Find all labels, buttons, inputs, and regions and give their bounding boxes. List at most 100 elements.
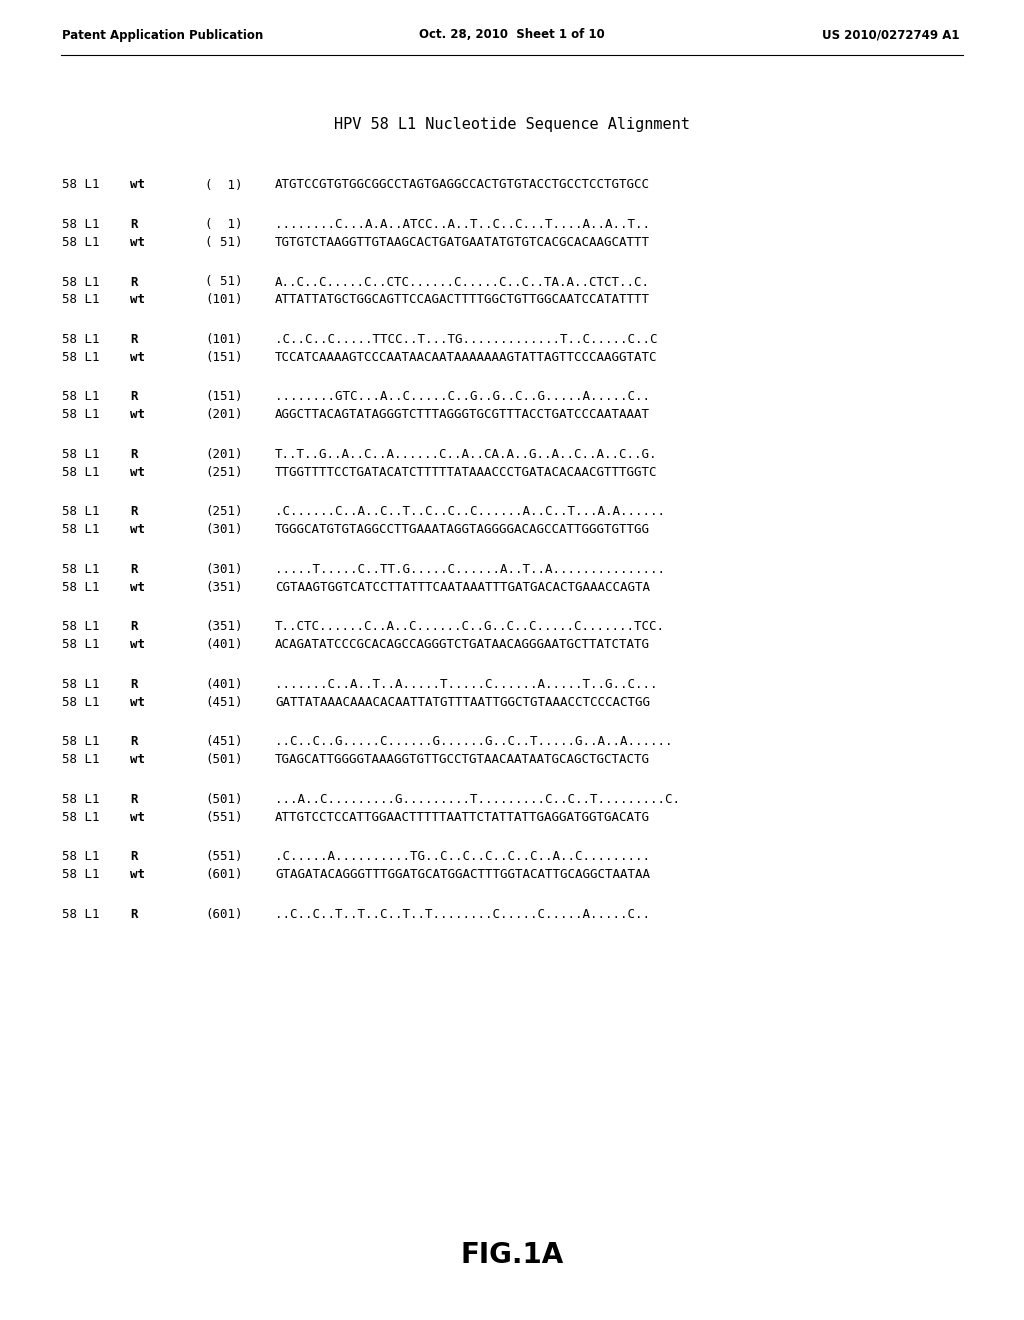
Text: wt: wt <box>130 524 145 536</box>
Text: HPV 58 L1 Nucleotide Sequence Alignment: HPV 58 L1 Nucleotide Sequence Alignment <box>334 117 690 132</box>
Text: (  1): ( 1) <box>205 178 243 191</box>
Text: 58 L1: 58 L1 <box>62 793 106 807</box>
Text: R: R <box>130 850 137 863</box>
Text: (301): (301) <box>205 524 243 536</box>
Text: ATTGTCCTCCATTGGAACTTTTTAATTCTATTATTGAGGATGGTGACATG: ATTGTCCTCCATTGGAACTTTTTAATTCTATTATTGAGGA… <box>275 810 650 824</box>
Text: ..C..C..T..T..C..T..T........C.....C.....A.....C..: ..C..C..T..T..C..T..T........C.....C....… <box>275 908 650 921</box>
Text: T..CTC......C..A..C......C..G..C..C.....C.......TCC.: T..CTC......C..A..C......C..G..C..C.....… <box>275 620 665 634</box>
Text: Oct. 28, 2010  Sheet 1 of 10: Oct. 28, 2010 Sheet 1 of 10 <box>419 29 605 41</box>
Text: wt: wt <box>130 754 145 767</box>
Text: (251): (251) <box>205 506 243 519</box>
Text: (551): (551) <box>205 810 243 824</box>
Text: CGTAAGTGGTCATCCTTATTTCAATAAATTTGATGACACTGAAACCAGTA: CGTAAGTGGTCATCCTTATTTCAATAAATTTGATGACACT… <box>275 581 650 594</box>
Text: 58 L1: 58 L1 <box>62 351 106 364</box>
Text: 58 L1: 58 L1 <box>62 178 106 191</box>
Text: 58 L1: 58 L1 <box>62 333 106 346</box>
Text: ACAGATATCCCGCACAGCCAGGGTCTGATAACAGGGAATGCTTATCTATG: ACAGATATCCCGCACAGCCAGGGTCTGATAACAGGGAATG… <box>275 639 650 652</box>
Text: (601): (601) <box>205 869 243 882</box>
Text: R: R <box>130 620 137 634</box>
Text: GTAGATACAGGGTTTGGATGCATGGACTTTGGTACATTGCAGGCTAATAA: GTAGATACAGGGTTTGGATGCATGGACTTTGGTACATTGC… <box>275 869 650 882</box>
Text: wt: wt <box>130 869 145 882</box>
Text: R: R <box>130 908 137 921</box>
Text: 58 L1: 58 L1 <box>62 466 106 479</box>
Text: R: R <box>130 276 137 289</box>
Text: 58 L1: 58 L1 <box>62 218 106 231</box>
Text: (201): (201) <box>205 408 243 421</box>
Text: 58 L1: 58 L1 <box>62 620 106 634</box>
Text: wt: wt <box>130 293 145 306</box>
Text: (451): (451) <box>205 696 243 709</box>
Text: .......C..A..T..A.....T.....C......A.....T..G..C...: .......C..A..T..A.....T.....C......A....… <box>275 678 657 690</box>
Text: TTGGTTTTCCTGATACATCTTTTTATAAACCCTGATACACAACGTTTGGTC: TTGGTTTTCCTGATACATCTTTTTATAAACCCTGATACAC… <box>275 466 657 479</box>
Text: TGGGCATGTGTAGGCCTTGAAATAGGTAGGGGACAGCCATTGGGTGTTGG: TGGGCATGTGTAGGCCTTGAAATAGGTAGGGGACAGCCAT… <box>275 524 650 536</box>
Text: 58 L1: 58 L1 <box>62 564 106 576</box>
Text: R: R <box>130 793 137 807</box>
Text: FIG.1A: FIG.1A <box>461 1241 563 1269</box>
Text: .C......C..A..C..T..C..C..C......A..C..T...A.A......: .C......C..A..C..T..C..C..C......A..C..T… <box>275 506 665 519</box>
Text: R: R <box>130 391 137 404</box>
Text: (351): (351) <box>205 581 243 594</box>
Text: wt: wt <box>130 810 145 824</box>
Text: (201): (201) <box>205 447 243 461</box>
Text: R: R <box>130 218 137 231</box>
Text: 58 L1: 58 L1 <box>62 236 106 249</box>
Text: .C.....A..........TG..C..C..C..C..C..A..C.........: .C.....A..........TG..C..C..C..C..C..A..… <box>275 850 650 863</box>
Text: 58 L1: 58 L1 <box>62 850 106 863</box>
Text: (101): (101) <box>205 333 243 346</box>
Text: 58 L1: 58 L1 <box>62 696 106 709</box>
Text: R: R <box>130 564 137 576</box>
Text: 58 L1: 58 L1 <box>62 506 106 519</box>
Text: wt: wt <box>130 466 145 479</box>
Text: ........GTC...A..C.....C..G..G..C..G.....A.....C..: ........GTC...A..C.....C..G..G..C..G....… <box>275 391 650 404</box>
Text: (251): (251) <box>205 466 243 479</box>
Text: R: R <box>130 506 137 519</box>
Text: wt: wt <box>130 351 145 364</box>
Text: TCCATCAAAAGTCCCAATAACAATAAAAAAAGTATTAGTTCCCAAGGTATC: TCCATCAAAAGTCCCAATAACAATAAAAAAAGTATTAGTT… <box>275 351 657 364</box>
Text: 58 L1: 58 L1 <box>62 293 106 306</box>
Text: 58 L1: 58 L1 <box>62 678 106 690</box>
Text: 58 L1: 58 L1 <box>62 391 106 404</box>
Text: US 2010/0272749 A1: US 2010/0272749 A1 <box>822 29 961 41</box>
Text: T..T..G..A..C..A......C..A..CA.A..G..A..C..A..C..G.: T..T..G..A..C..A......C..A..CA.A..G..A..… <box>275 447 657 461</box>
Text: TGAGCATTGGGGTAAAGGTGTTGCCTGTAACAATAATGCAGCTGCTACTG: TGAGCATTGGGGTAAAGGTGTTGCCTGTAACAATAATGCA… <box>275 754 650 767</box>
Text: ........C...A.A..ATCC..A..T..C..C...T....A..A..T..: ........C...A.A..ATCC..A..T..C..C...T...… <box>275 218 650 231</box>
Text: (401): (401) <box>205 639 243 652</box>
Text: (501): (501) <box>205 754 243 767</box>
Text: Patent Application Publication: Patent Application Publication <box>62 29 263 41</box>
Text: ..C..C..G.....C......G......G..C..T.....G..A..A......: ..C..C..G.....C......G......G..C..T.....… <box>275 735 673 748</box>
Text: .....T.....C..TT.G.....C......A..T..A...............: .....T.....C..TT.G.....C......A..T..A...… <box>275 564 665 576</box>
Text: R: R <box>130 678 137 690</box>
Text: (  1): ( 1) <box>205 218 243 231</box>
Text: GATTATAAACAAACACAATTATGTTTAATTGGCTGTAAACCTCCCACTGG: GATTATAAACAAACACAATTATGTTTAATTGGCTGTAAAC… <box>275 696 650 709</box>
Text: (151): (151) <box>205 351 243 364</box>
Text: ATGTCCGTGTGGCGGCCTAGTGAGGCCACTGTGTACCTGCCTCCTGTGCC: ATGTCCGTGTGGCGGCCTAGTGAGGCCACTGTGTACCTGC… <box>275 178 650 191</box>
Text: AGGCTTACAGTATAGGGTCTTTAGGGTGCGTTTACCTGATCCCAATAAAT: AGGCTTACAGTATAGGGTCTTTAGGGTGCGTTTACCTGAT… <box>275 408 650 421</box>
Text: 58 L1: 58 L1 <box>62 447 106 461</box>
Text: (301): (301) <box>205 564 243 576</box>
Text: (501): (501) <box>205 793 243 807</box>
Text: (451): (451) <box>205 735 243 748</box>
Text: (351): (351) <box>205 620 243 634</box>
Text: R: R <box>130 735 137 748</box>
Text: (551): (551) <box>205 850 243 863</box>
Text: 58 L1: 58 L1 <box>62 735 106 748</box>
Text: wt: wt <box>130 178 145 191</box>
Text: R: R <box>130 447 137 461</box>
Text: 58 L1: 58 L1 <box>62 908 106 921</box>
Text: wt: wt <box>130 581 145 594</box>
Text: 58 L1: 58 L1 <box>62 810 106 824</box>
Text: .C..C..C.....TTCC..T...TG.............T..C.....C..C: .C..C..C.....TTCC..T...TG.............T.… <box>275 333 657 346</box>
Text: (101): (101) <box>205 293 243 306</box>
Text: ...A..C.........G.........T.........C..C..T.........C.: ...A..C.........G.........T.........C..C… <box>275 793 680 807</box>
Text: 58 L1: 58 L1 <box>62 639 106 652</box>
Text: wt: wt <box>130 408 145 421</box>
Text: (601): (601) <box>205 908 243 921</box>
Text: 58 L1: 58 L1 <box>62 869 106 882</box>
Text: wt: wt <box>130 639 145 652</box>
Text: ( 51): ( 51) <box>205 276 243 289</box>
Text: (401): (401) <box>205 678 243 690</box>
Text: 58 L1: 58 L1 <box>62 754 106 767</box>
Text: wt: wt <box>130 236 145 249</box>
Text: TGTGTCTAAGGTTGTAAGCACTGATGAATATGTGTCACGCACAAGCATTT: TGTGTCTAAGGTTGTAAGCACTGATGAATATGTGTCACGC… <box>275 236 650 249</box>
Text: (151): (151) <box>205 391 243 404</box>
